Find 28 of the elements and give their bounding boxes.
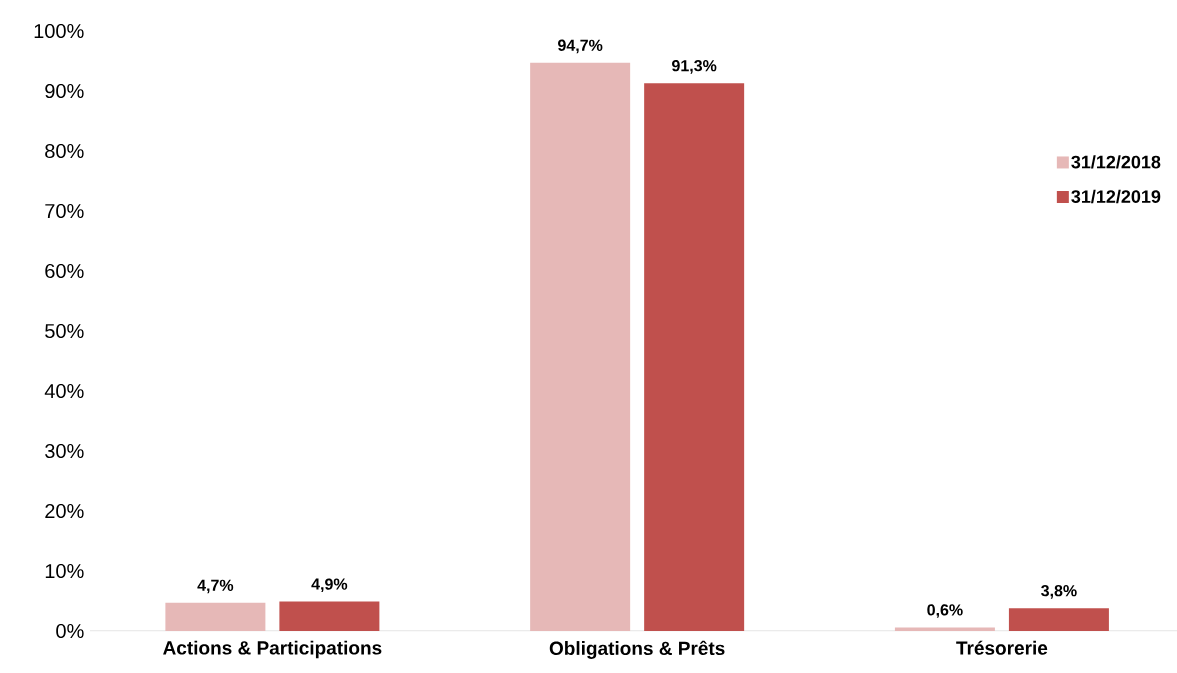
data-label: 0,6% [927, 604, 963, 618]
y-tick-label: 60% [45, 263, 84, 279]
y-tick-label: 100% [34, 23, 84, 39]
data-label: 3,8% [1041, 585, 1077, 599]
bar [279, 601, 380, 631]
bar [530, 62, 631, 631]
y-tick-label: 40% [44, 383, 84, 399]
bar [1008, 608, 1109, 631]
y-tick-label: 30% [45, 443, 84, 459]
legend-label: 31/12/2019 [1071, 189, 1161, 204]
data-label: 91,3% [672, 60, 717, 74]
x-tick-label: Obligations & Prêts [549, 640, 725, 659]
y-tick-label: 20% [45, 503, 84, 519]
data-label: 4,9% [311, 578, 348, 593]
y-tick-label: 70% [45, 203, 84, 219]
bar [644, 83, 745, 631]
bar [165, 602, 266, 631]
y-tick-label: 80% [45, 143, 84, 159]
y-tick-label: 10% [45, 563, 84, 579]
y-tick-label: 90% [45, 83, 84, 99]
y-tick-label: 0% [56, 623, 84, 639]
data-label: 4,7% [197, 579, 234, 594]
data-label: 94,7% [558, 39, 603, 54]
legend-label: 31/12/2018 [1071, 155, 1161, 169]
bar [894, 627, 995, 631]
x-tick-label: Actions & Participations [163, 640, 382, 659]
y-tick-label: 50% [45, 323, 84, 339]
x-tick-label: Trésorerie [956, 640, 1048, 655]
